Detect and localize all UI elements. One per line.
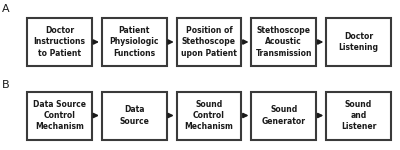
Text: B: B: [2, 80, 10, 90]
Text: A: A: [2, 4, 10, 15]
Text: Data Source
Control
Mechanism: Data Source Control Mechanism: [33, 100, 86, 131]
Bar: [252, 92, 316, 140]
Text: Sound
Generator: Sound Generator: [262, 105, 306, 126]
Text: Data
Source: Data Source: [119, 105, 149, 126]
Bar: [27, 18, 92, 66]
Bar: [326, 92, 391, 140]
Text: Doctor
Listening: Doctor Listening: [338, 32, 379, 52]
Bar: [252, 18, 316, 66]
Bar: [102, 18, 166, 66]
Bar: [176, 18, 241, 66]
Text: Sound
and
Listener: Sound and Listener: [341, 100, 376, 131]
Text: Patient
Physiologic
Functions: Patient Physiologic Functions: [110, 26, 159, 58]
Bar: [176, 92, 241, 140]
Bar: [326, 18, 391, 66]
Bar: [27, 92, 92, 140]
Text: Doctor
Instructions
to Patient: Doctor Instructions to Patient: [34, 26, 86, 58]
Text: Position of
Stethoscope
upon Patient: Position of Stethoscope upon Patient: [181, 26, 237, 58]
Text: Sound
Control
Mechanism: Sound Control Mechanism: [184, 100, 234, 131]
Bar: [102, 92, 166, 140]
Text: Stethoscope
Acoustic
Transmission: Stethoscope Acoustic Transmission: [256, 26, 312, 58]
